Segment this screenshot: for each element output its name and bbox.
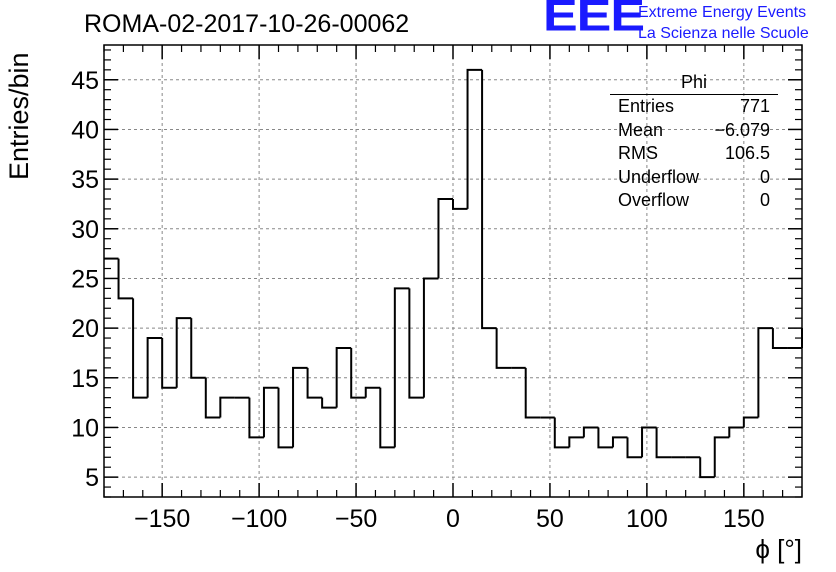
y-tick-label: 25 bbox=[71, 265, 99, 293]
x-tick-label: 0 bbox=[446, 505, 460, 533]
stats-value: 771 bbox=[739, 96, 770, 116]
histogram-bin bbox=[204, 377, 221, 419]
y-tick-label: 15 bbox=[71, 365, 99, 393]
histogram-bin bbox=[742, 416, 759, 428]
histogram-bin bbox=[626, 437, 643, 459]
histogram-bin bbox=[350, 347, 366, 399]
histogram-bin bbox=[568, 436, 584, 448]
histogram-bin bbox=[437, 197, 453, 279]
logo-line-1: Extreme Energy Events bbox=[638, 4, 807, 21]
stats-row-mean: Mean −6.079 bbox=[610, 119, 778, 143]
histogram-bin bbox=[292, 366, 308, 448]
histogram-bin bbox=[379, 387, 395, 449]
histogram-bin bbox=[524, 367, 541, 419]
stats-label: Entries bbox=[618, 96, 675, 116]
y-axis-label: Entries/bin bbox=[4, 52, 34, 180]
histogram-bin bbox=[132, 298, 148, 399]
histogram-bin bbox=[248, 397, 264, 439]
stats-row-rms: RMS 106.5 bbox=[610, 142, 778, 166]
stats-row-underflow: Underflow 0 bbox=[610, 166, 778, 190]
y-tick-label: 10 bbox=[71, 414, 99, 442]
stats-row-entries: Entries 771 bbox=[610, 95, 778, 119]
y-tick-label: 40 bbox=[71, 116, 99, 144]
histogram-bin bbox=[641, 426, 657, 458]
histogram-bin bbox=[728, 426, 744, 438]
histogram-bin bbox=[757, 327, 773, 418]
histogram-bin bbox=[422, 277, 439, 398]
x-axis-label: ϕ [°] bbox=[755, 534, 802, 564]
x-tick-label: −50 bbox=[335, 505, 377, 533]
histogram-bin bbox=[393, 287, 410, 448]
stats-value: 106.5 bbox=[724, 143, 770, 163]
y-tick-label: 5 bbox=[85, 464, 99, 492]
histogram-bin bbox=[190, 318, 206, 379]
stats-label: Mean bbox=[618, 119, 664, 140]
histogram-bin bbox=[146, 337, 163, 398]
stats-label: RMS bbox=[618, 143, 658, 163]
histogram-bin bbox=[364, 386, 381, 398]
histogram-bin bbox=[175, 317, 192, 388]
histogram-bin bbox=[655, 427, 672, 459]
x-tick-label: −100 bbox=[231, 505, 287, 533]
stats-value: −6.079 bbox=[714, 119, 770, 140]
logo-line-2: La Scienza nelle Scuole bbox=[638, 25, 809, 42]
histogram-bin bbox=[219, 396, 235, 418]
x-tick-label: 150 bbox=[723, 505, 765, 533]
histogram-bin bbox=[699, 457, 715, 479]
x-tick-label: −150 bbox=[134, 505, 190, 533]
y-tick-label: 30 bbox=[71, 216, 99, 244]
histogram-series bbox=[104, 68, 803, 479]
stats-row-overflow: Overflow 0 bbox=[610, 189, 778, 213]
tick-labels: −150 −100 −50 0 50 100 150 5 10 15 20 25 30 35 40 45 bbox=[71, 67, 765, 533]
stats-title: Phi bbox=[610, 72, 778, 95]
histogram-bin bbox=[117, 258, 134, 300]
x-tick-label: 50 bbox=[536, 505, 564, 533]
run-title: ROMA-02-2017-10-26-00062 bbox=[84, 10, 410, 38]
histogram-bin bbox=[495, 328, 512, 369]
y-tick-label: 45 bbox=[71, 67, 99, 95]
histogram-bin bbox=[408, 288, 424, 399]
histogram-bin bbox=[713, 436, 730, 478]
histogram-bin bbox=[481, 69, 497, 330]
histogram-bin bbox=[262, 386, 279, 438]
stats-box: Phi Entries 771 Mean −6.079 RMS 106.5 Un… bbox=[610, 72, 778, 213]
histogram-bin bbox=[321, 397, 337, 409]
axis-ticks bbox=[103, 45, 803, 498]
histogram-bin bbox=[335, 346, 352, 408]
histogram-bin bbox=[597, 427, 613, 449]
histogram-bin bbox=[306, 367, 323, 399]
histogram-bin bbox=[582, 426, 599, 438]
stats-value: 0 bbox=[759, 190, 770, 210]
y-tick-label: 20 bbox=[71, 315, 99, 343]
histogram-bin bbox=[553, 417, 570, 449]
histogram-bin bbox=[452, 198, 468, 210]
histogram-bin bbox=[161, 338, 177, 389]
stats-label: Underflow bbox=[618, 166, 700, 187]
x-tick-label: 100 bbox=[626, 505, 668, 533]
histogram-bin bbox=[277, 387, 294, 449]
histogram-bin bbox=[611, 436, 628, 448]
eee-logo: EEE bbox=[543, 0, 645, 41]
histogram-bin bbox=[466, 68, 483, 209]
histogram-bin bbox=[771, 328, 788, 349]
grid-lines bbox=[104, 45, 802, 497]
stats-label: Overflow bbox=[618, 190, 690, 210]
y-tick-label: 35 bbox=[71, 166, 99, 194]
stats-value: 0 bbox=[759, 166, 770, 187]
